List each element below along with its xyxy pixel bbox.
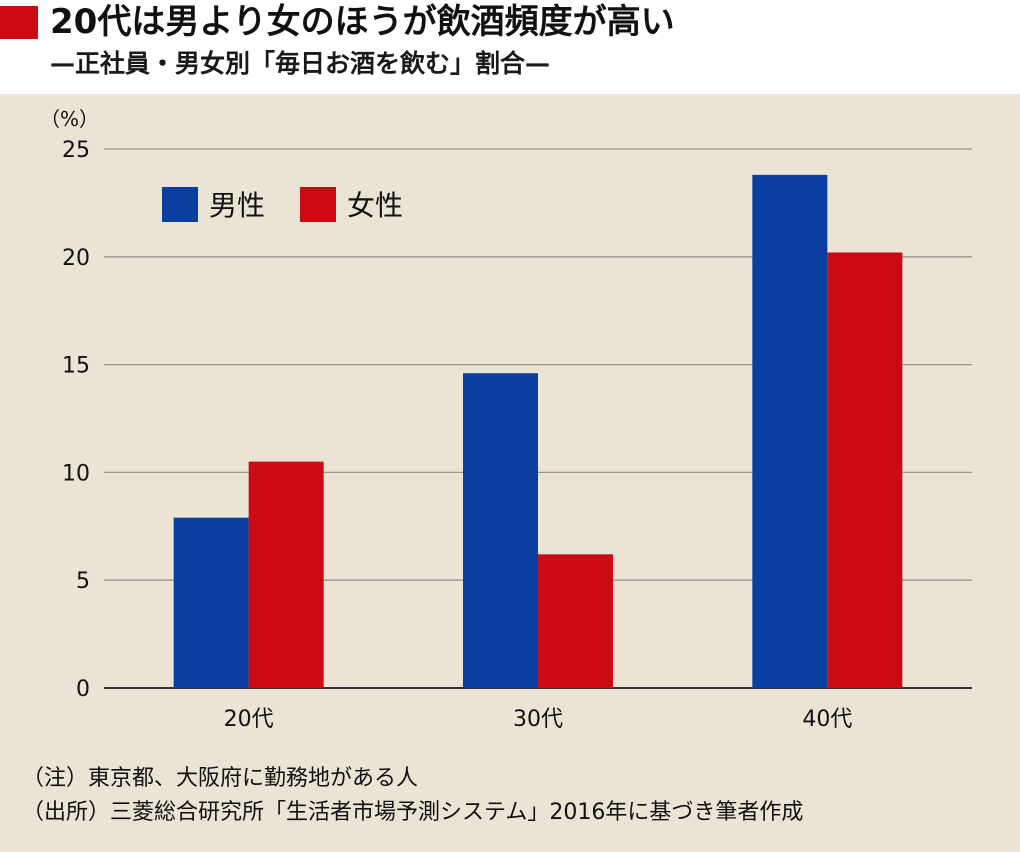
x-category-label: 20代 xyxy=(224,707,274,732)
legend-swatch-female xyxy=(300,187,336,222)
legend-label-male: 男性 xyxy=(209,189,265,222)
y-tick-label: 5 xyxy=(76,569,90,594)
chart-panel: 0 5 10 15 20 25 20代 30代 40代 （%） 男性 女性 （注）東京都、大阪府… xyxy=(0,94,1020,852)
legend-swatch-male xyxy=(162,187,198,222)
chart-title: 20代は男より女のほうが飲酒頻度が高い xyxy=(50,2,675,42)
legend-label-female: 女性 xyxy=(347,189,403,222)
y-tick-label: 25 xyxy=(62,138,90,163)
chart-subtitle: —正社員・男女別「毎日お酒を飲む」割合— xyxy=(50,49,551,78)
x-category-label: 30代 xyxy=(513,707,563,732)
source-line: （出所）三菱総合研究所「生活者市場予測システム」2016年に基づき筆者作成 xyxy=(22,800,804,825)
x-axis-categories: 20代 30代 40代 xyxy=(224,707,853,732)
y-tick-label: 20 xyxy=(62,246,90,271)
bar-female xyxy=(248,461,324,688)
bar-chart: 0 5 10 15 20 25 20代 30代 40代 （%） 男性 女性 xyxy=(40,107,972,732)
legend: 男性 女性 xyxy=(162,187,403,222)
bar-female xyxy=(827,252,903,688)
chart-header: 20代は男より女のほうが飲酒頻度が高い —正社員・男女別「毎日お酒を飲む」割合— xyxy=(0,0,1020,94)
y-axis-unit-label: （%） xyxy=(40,107,99,131)
bar-female xyxy=(538,554,613,688)
y-tick-label: 10 xyxy=(62,461,90,486)
bars xyxy=(173,174,903,688)
chart-notes: （注）東京都、大阪府に勤務地がある人 （出所）三菱総合研究所「生活者市場予測シス… xyxy=(22,762,1012,830)
bar-male xyxy=(752,174,828,688)
y-axis-ticks: 0 5 10 15 20 25 xyxy=(62,138,90,702)
y-tick-label: 15 xyxy=(62,354,90,379)
note-line: （注）東京都、大阪府に勤務地がある人 xyxy=(22,766,419,791)
bar-male xyxy=(463,373,538,688)
title-marker xyxy=(0,6,38,39)
bar-male xyxy=(173,517,249,688)
y-tick-label: 0 xyxy=(76,677,90,702)
x-category-label: 40代 xyxy=(802,707,852,732)
